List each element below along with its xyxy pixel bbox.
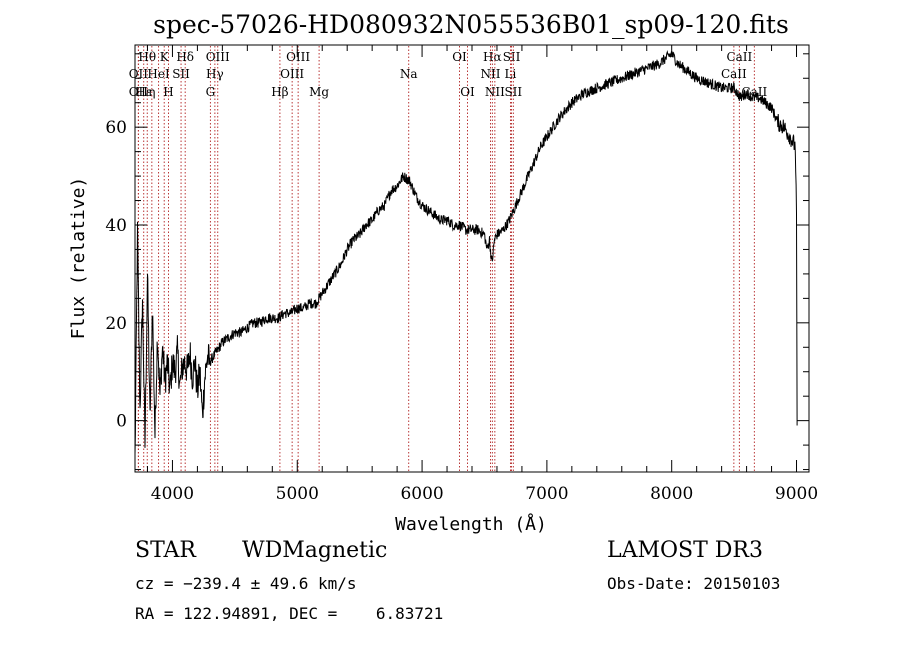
spectral-line-label-4: OIII (286, 50, 310, 64)
spectral-line-label-20: η (148, 85, 155, 99)
survey-name: LAMOST DR3 (607, 538, 763, 563)
spectral-line-label-10: HeI (147, 67, 170, 81)
flux-series-line-0 (134, 49, 798, 455)
spectral-line-label-13: OIII (280, 67, 304, 81)
x-tick-label-9000: 9000 (775, 484, 818, 504)
spectral-line-label-26: NII (485, 85, 505, 99)
spectral-line-label-19: Hε (135, 85, 152, 99)
chart-title: spec-57026-HD080932N055536B01_sp09-120.f… (153, 10, 789, 39)
spectral-line-label-3: OIII (206, 50, 230, 64)
plot-frame (134, 44, 810, 473)
x-tick-label-4000: 4000 (151, 484, 194, 504)
spectral-line-label-11: SII (172, 67, 190, 81)
x-tick-label-7000: 7000 (525, 484, 568, 504)
spectral-line-label-14: Na (400, 67, 418, 81)
spectral-line-label-24: Mg (309, 85, 329, 99)
spectral-line-label-17: CaII (721, 67, 747, 81)
spectral-line-label-22: G (206, 85, 216, 99)
x-tick-label-6000: 6000 (400, 484, 443, 504)
coordinates: RA = 122.94891, DEC = 6.83721 (135, 604, 444, 623)
y-tick-label-60: 60 (105, 118, 127, 138)
spectral-line-label-15: NII (480, 67, 500, 81)
spectral-line-label-7: SII (503, 50, 521, 64)
x-axis-label: Wavelength (Å) (395, 513, 547, 535)
spectral-line-label-23: Hβ (271, 85, 288, 99)
object-class: STAR (135, 538, 196, 563)
axis-ticks: 4000 5000 6000 7000 8000 9000 0 20 40 60 (105, 45, 818, 504)
x-tick-label-5000: 5000 (276, 484, 319, 504)
spectral-line-label-27: SII (504, 85, 522, 99)
spectral-line-label-1: K (160, 50, 170, 64)
spectral-line-label-2: Hδ (176, 50, 194, 64)
spectral-line-label-6: Hα (483, 50, 502, 64)
spectral-line-label-0: Hθ (138, 50, 156, 64)
y-axis-label: Flux (relative) (68, 177, 89, 340)
y-tick-label-20: 20 (105, 314, 127, 334)
object-subclass: WDMagnetic (242, 538, 388, 563)
spectral-line-label-12: Hγ (206, 67, 224, 81)
spectral-line-label-25: OI (460, 85, 475, 99)
spectral-line-label-16: Li (505, 67, 517, 81)
spectral-line-label-21: H (163, 85, 173, 99)
y-tick-label-40: 40 (105, 216, 127, 236)
spectral-line-label-8: CaII (726, 50, 752, 64)
redshift-velocity: cz = −239.4 ± 49.6 km/s (135, 574, 357, 593)
spectral-line-label-5: OI (452, 50, 467, 64)
x-tick-label-8000: 8000 (650, 484, 693, 504)
observation-date: Obs-Date: 20150103 (607, 574, 781, 593)
y-tick-label-0: 0 (116, 412, 127, 432)
flux-series (134, 49, 798, 455)
